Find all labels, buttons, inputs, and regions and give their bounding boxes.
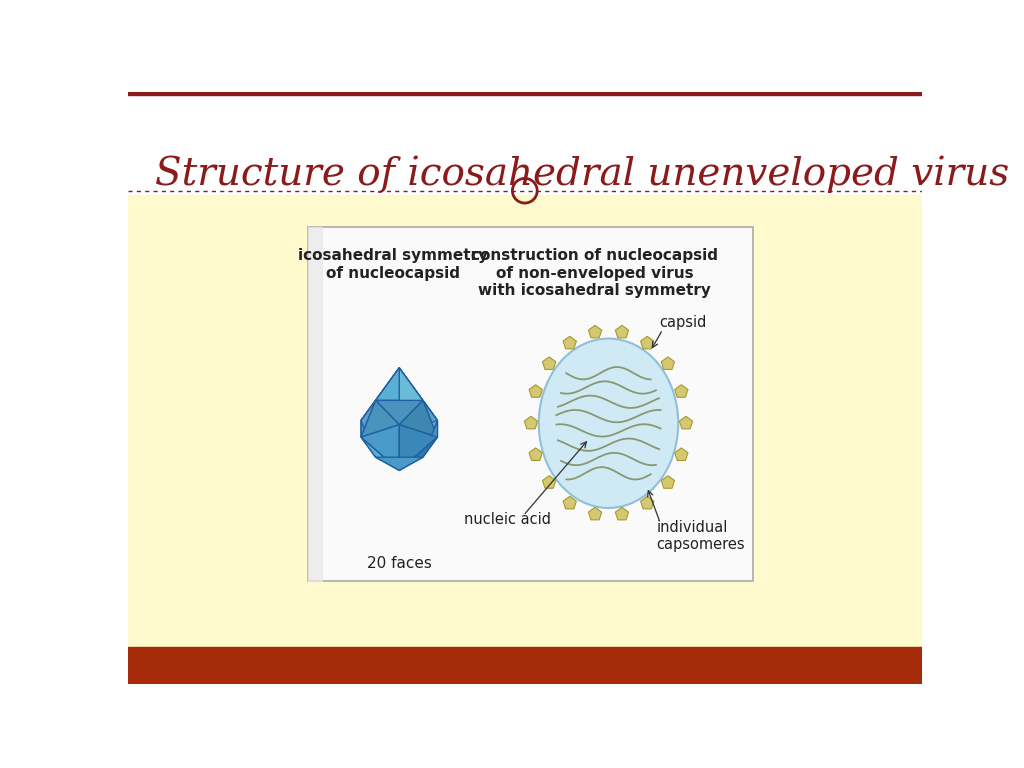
Polygon shape [524,416,538,429]
Polygon shape [615,508,629,520]
Polygon shape [529,448,543,461]
Polygon shape [589,326,602,338]
Polygon shape [662,357,675,369]
Polygon shape [399,368,437,421]
Polygon shape [399,425,437,470]
Polygon shape [543,357,556,369]
Polygon shape [563,496,577,509]
Polygon shape [376,433,423,457]
Polygon shape [376,457,423,470]
Polygon shape [361,400,399,437]
Polygon shape [399,421,437,457]
Polygon shape [563,336,577,349]
Polygon shape [529,385,543,397]
Polygon shape [615,326,629,338]
Text: Structure of icosahedral unenveloped virus: Structure of icosahedral unenveloped vir… [155,155,1010,193]
Polygon shape [361,368,399,421]
Bar [128,194,922,647]
Polygon shape [641,336,654,349]
Polygon shape [423,400,437,437]
Text: construction of nucleocapsid
of non-enveloped virus
with icosahedral symmetry: construction of nucleocapsid of non-enve… [471,249,718,298]
Polygon shape [399,400,437,437]
Polygon shape [399,368,437,433]
Polygon shape [662,475,675,488]
Polygon shape [361,437,399,470]
Polygon shape [589,508,602,520]
Polygon shape [679,416,692,429]
Bar [128,647,922,684]
Bar [128,92,922,95]
Polygon shape [361,421,376,457]
Polygon shape [376,400,423,425]
Polygon shape [675,448,688,461]
Polygon shape [376,368,423,400]
Polygon shape [641,496,654,509]
Text: icosahedral symmetry
of nucleocapsid: icosahedral symmetry of nucleocapsid [298,249,488,281]
Bar [308,227,322,581]
Polygon shape [361,368,399,433]
Text: 20 faces: 20 faces [367,557,432,571]
Text: nucleic acid: nucleic acid [464,511,551,527]
Ellipse shape [539,339,678,508]
Polygon shape [361,400,376,437]
Polygon shape [543,475,556,488]
Polygon shape [399,437,437,470]
Polygon shape [423,421,437,457]
Text: individual
capsomeres: individual capsomeres [656,519,745,552]
Polygon shape [361,425,399,470]
Polygon shape [675,385,688,397]
FancyBboxPatch shape [308,227,754,581]
Polygon shape [361,421,399,457]
Text: capsid: capsid [658,316,707,330]
